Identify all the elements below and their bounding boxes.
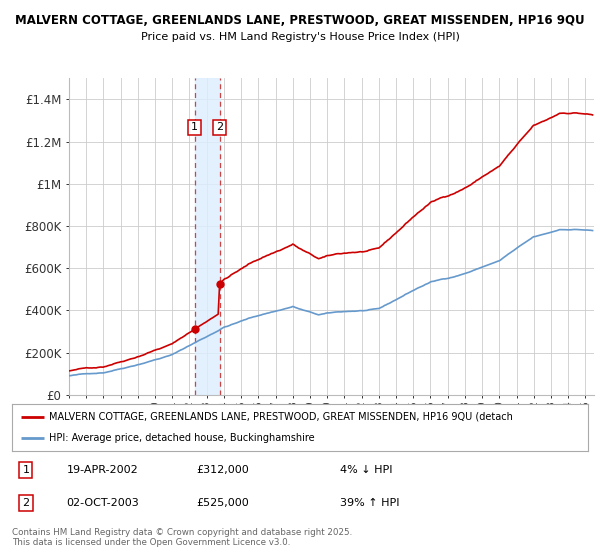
Text: £525,000: £525,000 <box>196 498 249 508</box>
Text: MALVERN COTTAGE, GREENLANDS LANE, PRESTWOOD, GREAT MISSENDEN, HP16 9QU (detach: MALVERN COTTAGE, GREENLANDS LANE, PRESTW… <box>49 412 514 422</box>
Text: 4% ↓ HPI: 4% ↓ HPI <box>340 465 393 475</box>
Text: 2: 2 <box>22 498 29 508</box>
Text: Contains HM Land Registry data © Crown copyright and database right 2025.
This d: Contains HM Land Registry data © Crown c… <box>12 528 352 547</box>
Text: Price paid vs. HM Land Registry's House Price Index (HPI): Price paid vs. HM Land Registry's House … <box>140 32 460 43</box>
Text: 2: 2 <box>216 123 223 133</box>
Text: 1: 1 <box>22 465 29 475</box>
Bar <box>194 78 220 395</box>
Text: HPI: Average price, detached house, Buckinghamshire: HPI: Average price, detached house, Buck… <box>49 433 315 444</box>
Text: £312,000: £312,000 <box>196 465 249 475</box>
Text: 1: 1 <box>191 123 198 133</box>
Text: 02-OCT-2003: 02-OCT-2003 <box>67 498 139 508</box>
Text: 39% ↑ HPI: 39% ↑ HPI <box>340 498 400 508</box>
Text: 19-APR-2002: 19-APR-2002 <box>67 465 139 475</box>
Text: MALVERN COTTAGE, GREENLANDS LANE, PRESTWOOD, GREAT MISSENDEN, HP16 9QU: MALVERN COTTAGE, GREENLANDS LANE, PRESTW… <box>15 14 585 27</box>
